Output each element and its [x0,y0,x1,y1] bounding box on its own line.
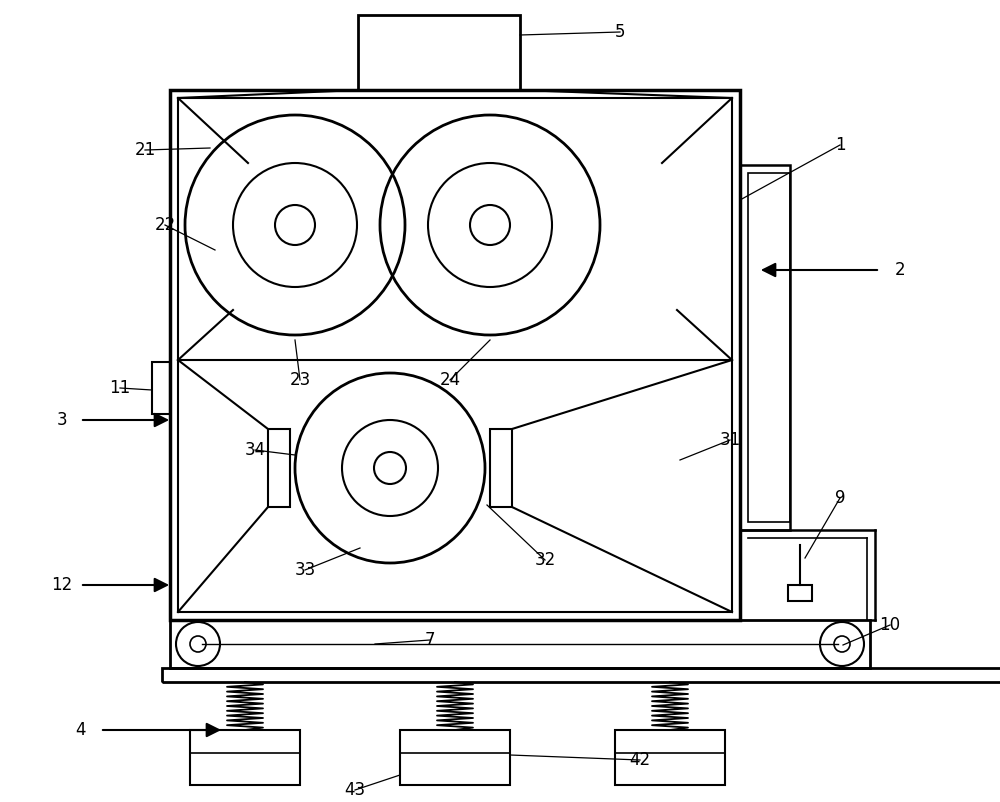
Bar [615,730,725,785]
Text: 9: 9 [835,489,845,507]
Text: 3: 3 [57,411,67,429]
Bar [788,585,812,601]
Text: 32: 32 [534,551,556,569]
Text: 1: 1 [835,136,845,154]
Bar [152,362,170,414]
Bar [400,730,510,785]
Bar [268,429,290,507]
Bar [170,90,740,620]
Text: 7: 7 [425,631,435,649]
Text: 33: 33 [294,561,316,579]
Bar [190,730,300,785]
Text: 42: 42 [629,751,651,769]
Text: 43: 43 [344,781,366,799]
Bar [162,668,1000,682]
Text: 4: 4 [75,721,85,739]
Text: 12: 12 [51,576,73,594]
Text: 2: 2 [895,261,905,279]
Text: 5: 5 [615,23,625,41]
Bar [358,15,520,90]
Text: 34: 34 [244,441,266,459]
Text: 22: 22 [154,216,176,234]
Text: 31: 31 [719,431,741,449]
Text: 10: 10 [879,616,901,634]
Bar [490,429,512,507]
Bar [748,173,790,522]
Bar [178,98,732,612]
Text: 24: 24 [439,371,461,389]
Bar [170,620,870,668]
Text: 23: 23 [289,371,311,389]
Text: 21: 21 [134,141,156,159]
Text: 11: 11 [109,379,131,397]
Bar [740,165,790,530]
